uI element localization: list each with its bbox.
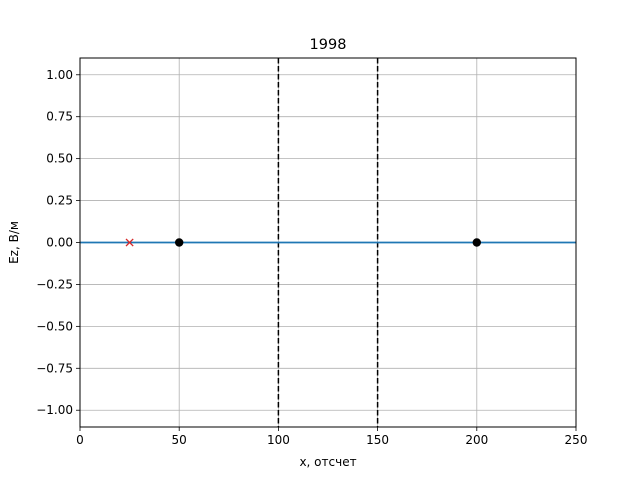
x-tick-label: 0 [76,433,84,447]
x-tick-label: 50 [172,433,187,447]
y-tick-label: −1.00 [36,403,73,417]
x-axis-ticks: 0 50 100 150 200 250 [76,427,587,447]
y-tick-label: 1.00 [46,68,73,82]
x-tick-label: 100 [267,433,290,447]
y-tick-label: 0.00 [46,236,73,250]
markers [125,238,481,247]
x-marker [125,238,134,247]
y-tick-label: −0.25 [36,277,73,291]
circle-marker [175,238,184,247]
x-tick-label: 200 [465,433,488,447]
chart-title: 1998 [310,37,347,53]
x-tick-label: 150 [366,433,389,447]
x-tick-label: 250 [565,433,588,447]
y-tick-label: 0.75 [46,110,73,124]
y-axis-label: Ez, В/м [7,221,21,264]
x-marker-stroke [125,238,134,247]
circle-marker [472,238,481,247]
y-tick-label: −0.50 [36,319,73,333]
y-axis-ticks: −1.00 −0.75 −0.50 −0.25 0.00 0.25 0.50 0.75 1.00 [36,68,80,417]
x-axis-label: x, отсчет [299,455,356,469]
y-tick-label: 0.25 [46,194,73,208]
y-tick-label: −0.75 [36,361,73,375]
y-tick-label: 0.50 [46,152,73,166]
